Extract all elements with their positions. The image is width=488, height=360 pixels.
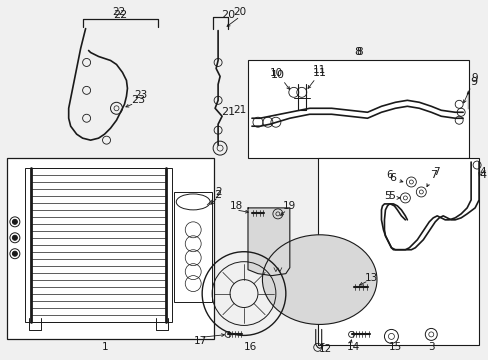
Text: 23: 23 xyxy=(134,90,147,100)
Bar xyxy=(25,168,172,323)
Text: 6: 6 xyxy=(388,173,395,183)
Text: 21: 21 xyxy=(233,105,246,115)
Text: 5: 5 xyxy=(387,191,394,201)
Text: 22: 22 xyxy=(113,10,127,20)
Text: 20: 20 xyxy=(233,6,246,17)
Bar xyxy=(247,60,468,158)
Text: 21: 21 xyxy=(221,107,235,117)
Text: 7: 7 xyxy=(429,170,436,180)
Bar xyxy=(7,158,214,339)
Text: 8: 8 xyxy=(356,48,362,58)
Text: 17: 17 xyxy=(193,336,206,346)
Text: 9: 9 xyxy=(471,73,477,84)
Ellipse shape xyxy=(176,194,210,210)
FancyArrow shape xyxy=(466,90,468,109)
Text: 19: 19 xyxy=(283,201,296,211)
Text: 3: 3 xyxy=(427,342,434,352)
Text: 6: 6 xyxy=(386,170,392,180)
Text: 12: 12 xyxy=(318,345,332,354)
Text: 2: 2 xyxy=(214,190,221,200)
Text: 4: 4 xyxy=(479,170,486,180)
Text: 10: 10 xyxy=(269,68,282,78)
Text: 15: 15 xyxy=(388,342,401,352)
Text: 11: 11 xyxy=(312,68,326,78)
Polygon shape xyxy=(247,208,289,276)
Bar xyxy=(317,158,478,345)
Bar xyxy=(174,192,212,302)
Text: 11: 11 xyxy=(312,66,325,76)
Text: 20: 20 xyxy=(221,10,235,20)
Text: 23: 23 xyxy=(131,95,145,105)
Text: 1: 1 xyxy=(102,342,109,352)
Text: 18: 18 xyxy=(229,201,242,211)
Text: 9: 9 xyxy=(469,77,477,87)
Text: 13: 13 xyxy=(364,273,377,283)
Text: 5: 5 xyxy=(384,191,390,201)
Circle shape xyxy=(12,251,18,256)
Text: 2: 2 xyxy=(214,187,221,197)
Text: 4: 4 xyxy=(479,167,486,177)
Text: 16: 16 xyxy=(243,342,256,352)
Text: 14: 14 xyxy=(346,342,360,352)
Text: 10: 10 xyxy=(270,71,285,80)
Circle shape xyxy=(12,235,18,240)
Text: 22: 22 xyxy=(112,6,125,17)
Text: 8: 8 xyxy=(353,48,360,58)
Ellipse shape xyxy=(262,235,376,324)
Text: 7: 7 xyxy=(432,167,439,177)
Circle shape xyxy=(12,219,18,224)
